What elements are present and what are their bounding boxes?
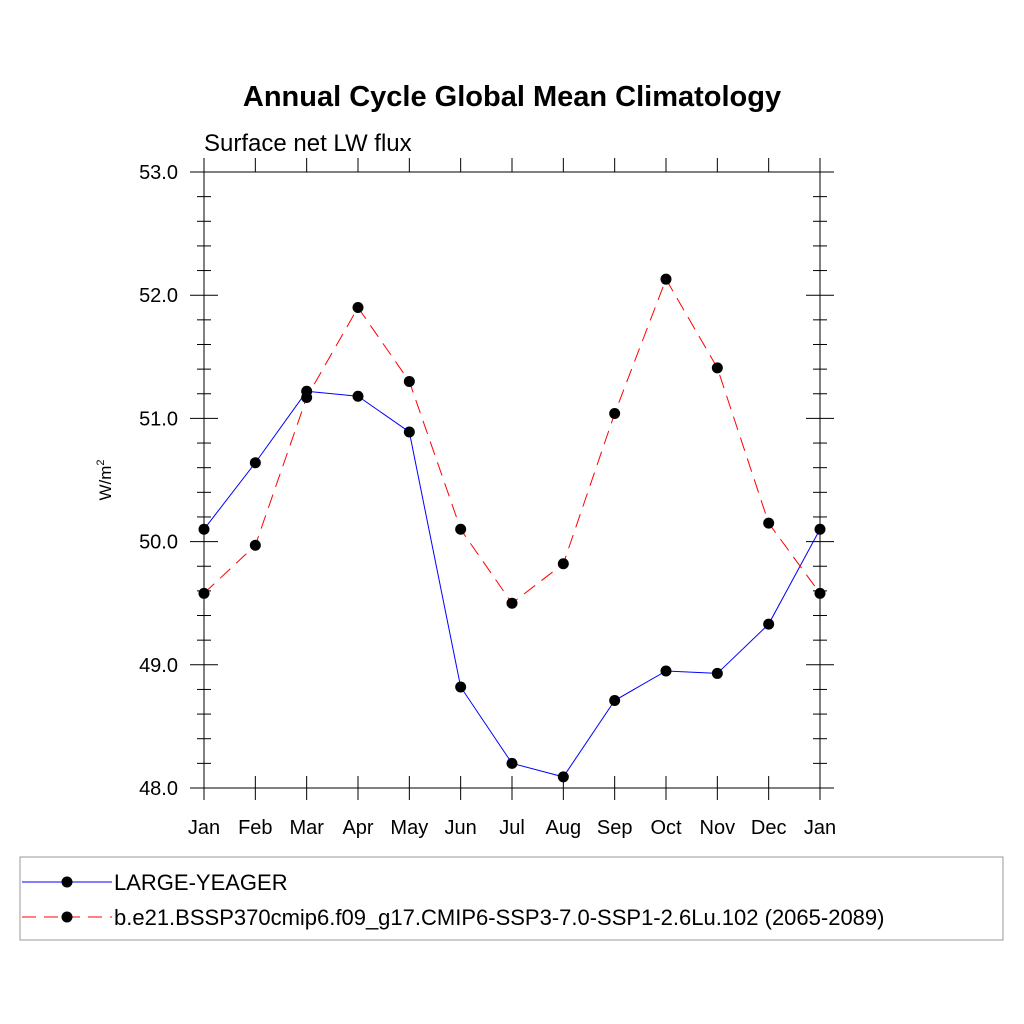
series-2-point [814,587,826,599]
chart-title: Annual Cycle Global Mean Climatology [243,81,781,113]
x-tick-label: Jan [804,817,836,839]
series-2-point [249,539,261,551]
series-line-2 [203,278,821,604]
x-tick-label: Aug [546,817,582,839]
plot-frame [203,171,821,789]
series-2-point [301,391,313,403]
x-tick-label: Apr [342,817,373,839]
series-2-point [352,302,364,314]
axes: Jan Feb Mar Apr May Jun Jul Aug Sep Oct Nov Dec Jan 4… [139,158,836,839]
x-tick-label: Mar [289,817,324,839]
x-tick-label: Oct [650,817,682,839]
series-1-point [403,426,415,438]
x-tick-label: Sep [597,817,633,839]
y-tick-label: 48.0 [139,778,178,800]
y-tick-label: 49.0 [139,655,178,677]
y-axis-label-superscript: 2 [95,459,107,465]
series-2-point [198,587,210,599]
series-1-point [609,695,621,707]
x-tick-label: Nov [700,817,736,839]
y-axis-label: W/m2 [95,459,115,500]
series-1-point [506,757,518,769]
series-1-point [455,681,467,693]
series-1-point [660,665,672,677]
x-tick-label: Jan [188,817,220,839]
y-tick-label: 51.0 [139,408,178,430]
y-tick-label: 52.0 [139,285,178,307]
series-1-point [198,523,210,535]
series-1-point [557,771,569,783]
y-tick-label: 50.0 [139,532,178,554]
series-2-point [506,597,518,609]
series-1-point [352,390,364,402]
chart-subtitle: Surface net LW flux [204,130,412,157]
series-2-point [609,407,621,419]
series-2-point [660,273,672,285]
series-2-point [763,517,775,529]
series-1-point [711,667,723,679]
legend-box [19,856,1004,941]
x-tick-label: May [390,817,428,839]
series-line-1 [203,390,821,778]
series-2-point [711,362,723,374]
legend: LARGE-YEAGER b.e21.BSSP370cmip6.f09_g17.C… [22,870,884,930]
legend-marker [61,911,73,923]
y-axis-label-text: W/m [96,466,115,501]
x-tick-label: Feb [238,817,272,839]
svg-text:W/m2: W/m2 [95,459,115,500]
y-tick-label: 53.0 [139,162,178,184]
series-2-point [455,523,467,535]
x-tick-label: Dec [751,817,787,839]
series-2-point [557,558,569,570]
legend-label: b.e21.BSSP370cmip6.f09_g17.CMIP6-SSP3-7.… [114,905,884,930]
series-1-point [814,523,826,535]
legend-marker [61,876,73,888]
series-1-point [249,457,261,469]
series-2-point [403,375,415,387]
x-tick-label: Jul [499,817,525,839]
x-tick-label: Jun [445,817,477,839]
series-1-point [763,618,775,630]
legend-label: LARGE-YEAGER [114,870,288,895]
series-layer [198,273,826,783]
